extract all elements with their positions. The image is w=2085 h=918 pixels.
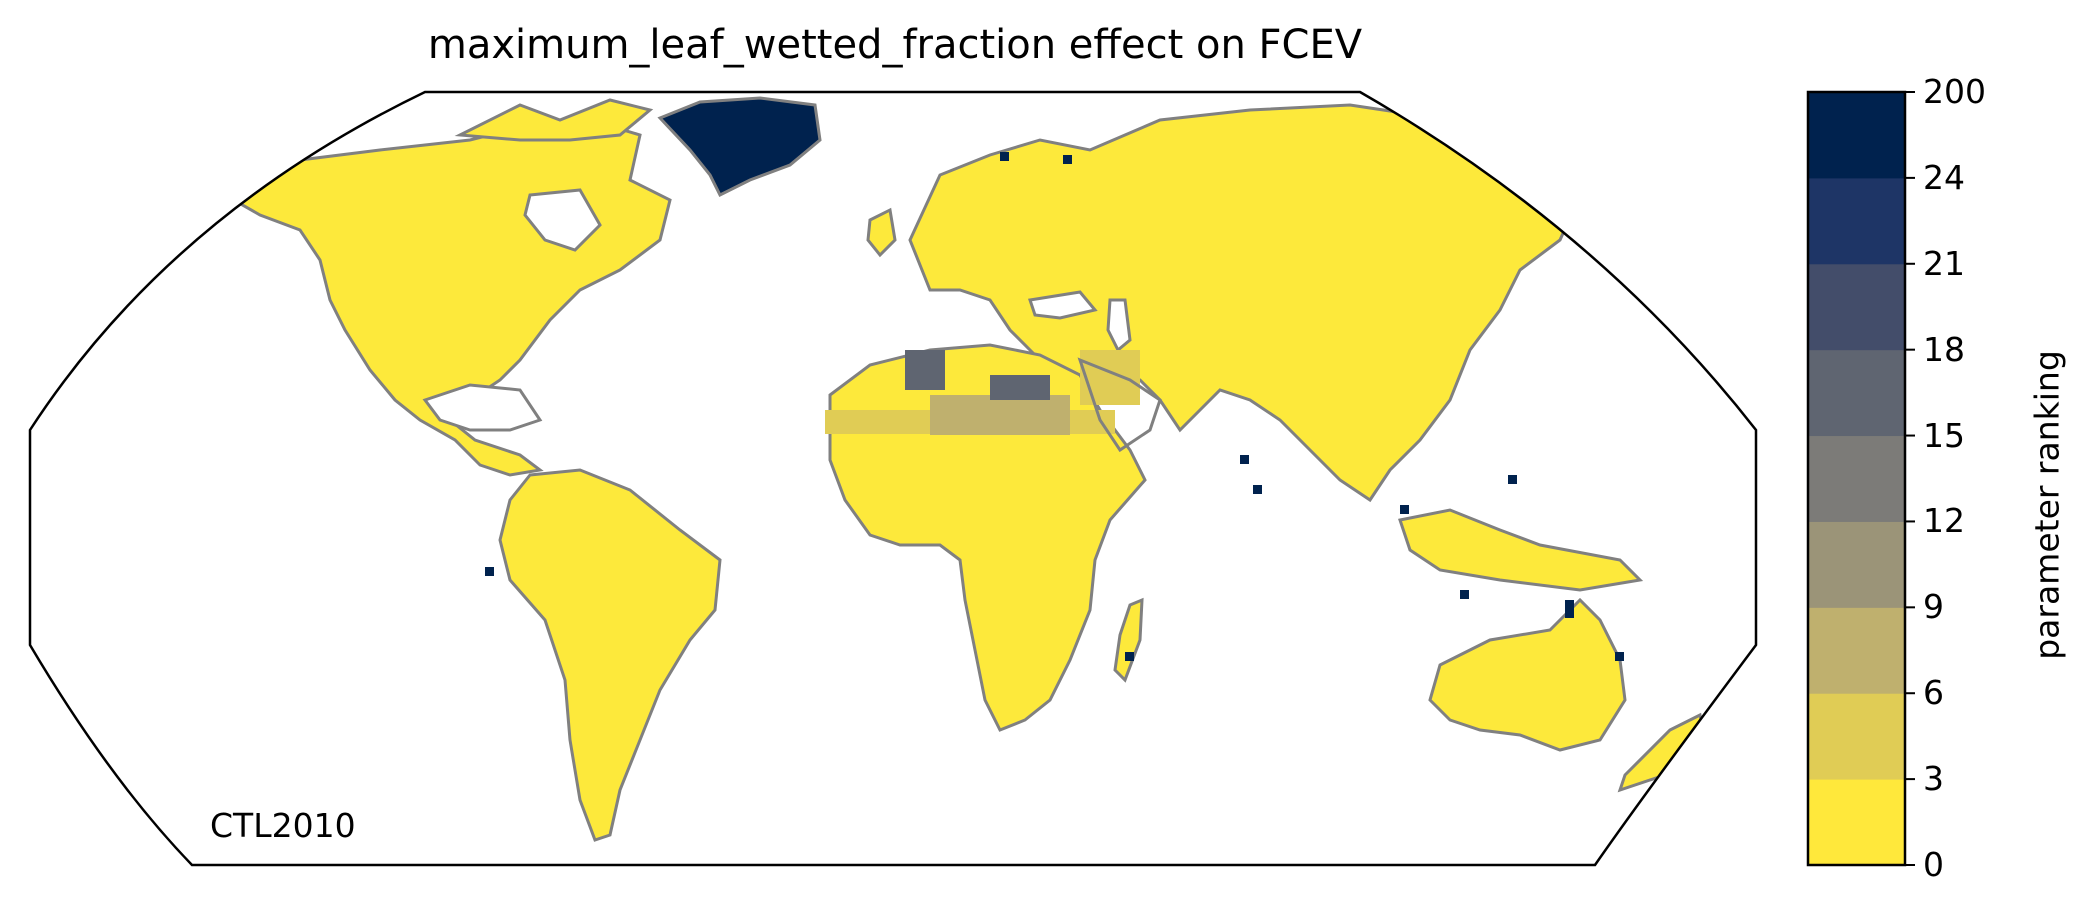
marker-cell [1565, 600, 1574, 618]
colorbar-bin [1808, 177, 1905, 265]
greenland [657, 96, 822, 198]
colorbar-tick-label: 15 [1923, 415, 1965, 455]
map-title: maximum_leaf_wetted_fraction effect on F… [427, 22, 1363, 68]
black-sea [1028, 290, 1098, 320]
marker-cell [1400, 505, 1409, 514]
sahara-band-dark-1 [905, 350, 945, 390]
australia-landmass [1428, 597, 1627, 752]
colorbar-tick-label: 6 [1923, 673, 1944, 713]
colorbar-bin [1808, 435, 1905, 522]
colorbar-ticks [1905, 91, 1915, 866]
marker-cell [1000, 152, 1009, 161]
marker-cell [1125, 652, 1134, 661]
marker-cell [1460, 590, 1469, 599]
marker-cell [1063, 155, 1072, 164]
colorbar-bin [1808, 263, 1905, 351]
colorbar-bin [1808, 521, 1905, 608]
africa-landmass [828, 343, 1147, 732]
colorbar-tick-label: 12 [1923, 501, 1965, 541]
colorbar-tick-label: 9 [1923, 587, 1944, 627]
colorbar-bins [1808, 92, 1905, 866]
british-isles [866, 207, 897, 258]
marker-cell [1508, 475, 1517, 484]
colorbar-tick-label: 3 [1923, 759, 1944, 799]
sahara-band-dark-2 [990, 375, 1050, 400]
south-america-landmass [498, 468, 722, 842]
map-content [221, 96, 1707, 842]
sahara-band-mid [930, 395, 1070, 435]
madagascar [1113, 597, 1144, 683]
gulf-of-mexico [422, 383, 543, 432]
colorbar-bin [1808, 92, 1905, 179]
colorbar-tick-label: 24 [1923, 157, 1965, 197]
arabian-peninsula [1077, 357, 1162, 453]
colorbar-tick-label: 0 [1923, 845, 1944, 884]
colorbar-frame [1806, 90, 1907, 867]
marker-cell [1253, 485, 1262, 494]
colorbar-label: parameter ranking [2027, 350, 2067, 660]
colorbar-tick-label: 21 [1923, 243, 1965, 283]
scenario-label: CTL2010 [210, 806, 356, 845]
caspian-sea [1106, 298, 1132, 353]
colorbar-bin [1808, 779, 1905, 866]
world-map [28, 90, 1758, 867]
map-boundary [28, 90, 1758, 867]
colorbar-bin [1808, 349, 1905, 437]
marker-cell [1615, 652, 1624, 661]
marker-cell [1240, 455, 1249, 464]
colorbar-tick-label: 200 [1923, 72, 1986, 111]
arabia-band [1080, 350, 1140, 405]
colorbar-tick-label: 18 [1923, 329, 1965, 369]
colorbar-bin [1808, 607, 1905, 694]
marker-cell [485, 567, 494, 576]
arctic-islands [454, 98, 654, 142]
colorbar-bin [1808, 693, 1905, 780]
maritime-southeast-asia [1398, 508, 1644, 592]
hudson-bay [523, 188, 602, 252]
